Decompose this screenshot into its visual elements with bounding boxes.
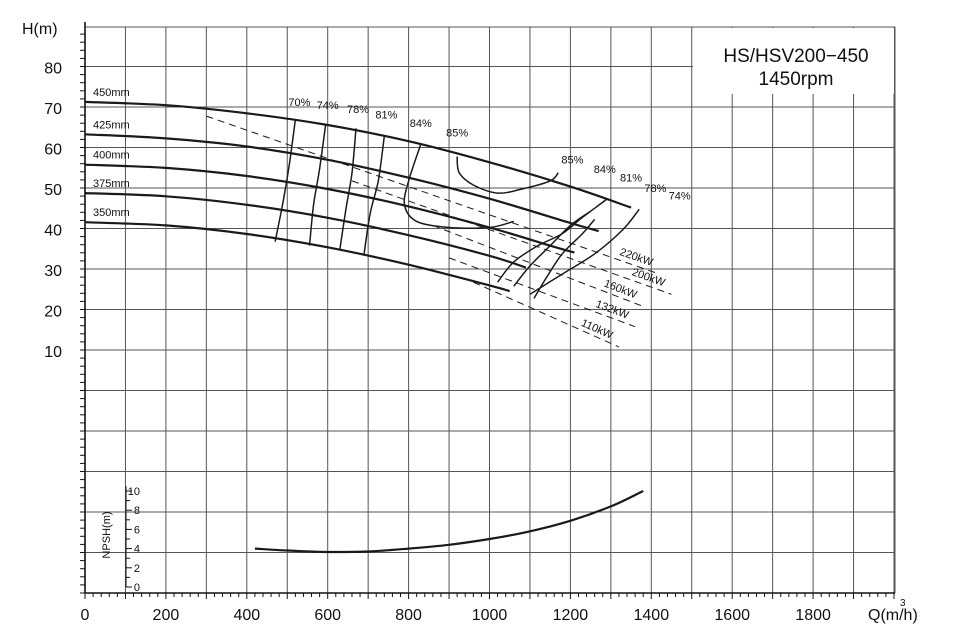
x-tick-label: 1200: [553, 607, 589, 624]
head-curve: [84, 221, 511, 293]
x-tick-label: 600: [314, 607, 341, 624]
efficiency-contour: [529, 208, 640, 295]
y-tick-label: 20: [44, 304, 62, 321]
x-tick-label: 1000: [472, 607, 508, 624]
efficiency-label: 74%: [317, 100, 339, 112]
efficiency-contour: [403, 144, 514, 229]
x-tick-label: 400: [233, 607, 260, 624]
efficiency-contour: [308, 124, 327, 246]
npsh-tick-label: 6: [134, 524, 140, 536]
y-axis-label: H(m): [22, 21, 58, 38]
chart-subtitle: 1450rpm: [759, 69, 834, 90]
power-line: [206, 115, 660, 275]
head-curves: [84, 100, 632, 293]
x-axis-label: Q(m/h): [868, 607, 918, 624]
npsh-tick-label: 10: [128, 486, 140, 498]
efficiency-contour: [274, 120, 297, 242]
axes: [80, 22, 895, 599]
head-curve: [84, 133, 599, 233]
efficiency-contour: [363, 136, 386, 254]
grid: [85, 26, 896, 593]
impeller-diameter-label: 375mm: [93, 178, 130, 190]
impeller-diameter-label: 425mm: [93, 119, 130, 131]
efficiency-label: 81%: [375, 110, 397, 122]
npsh-tick-label: 4: [134, 544, 140, 556]
x-tick-label: 0: [81, 607, 90, 624]
npsh-tick-label: 2: [134, 563, 140, 575]
x-tick-label: 1600: [714, 607, 750, 624]
efficiency-label: 84%: [410, 118, 432, 130]
y-tick-label: 70: [44, 101, 62, 118]
efficiency-label: 70%: [288, 97, 310, 109]
power-line-label: 220kW: [618, 246, 655, 269]
npsh-tick-label: 8: [134, 505, 140, 517]
efficiency-contour: [497, 198, 608, 283]
power-lines: [206, 115, 672, 348]
y-tick-label: 10: [44, 344, 62, 361]
efficiency-label: 78%: [644, 183, 666, 195]
y-tick-label: 40: [44, 223, 62, 240]
efficiency-contour: [533, 218, 596, 299]
x-axis-label-superscript: 3: [900, 598, 906, 609]
power-line-label: 110kW: [579, 317, 615, 342]
impeller-diameter-label: 400mm: [93, 150, 130, 162]
x-tick-label: 200: [153, 607, 180, 624]
efficiency-contour: [339, 128, 357, 250]
title-box: [693, 28, 894, 94]
y-tick-label: 50: [44, 182, 62, 199]
power-line: [432, 224, 644, 307]
npsh-curve: [254, 490, 644, 554]
head-curve: [84, 163, 575, 254]
chart-title: HS/HSV200−450: [723, 46, 868, 67]
efficiency-label: 84%: [594, 164, 616, 176]
npsh-curve-panel: [125, 486, 644, 588]
efficiency-contour: [456, 156, 559, 194]
power-line: [351, 180, 672, 295]
y-tick-label: 80: [44, 61, 62, 78]
impeller-diameter-label: 450mm: [93, 87, 130, 99]
npsh-axis-label: NPSH(m): [101, 511, 113, 558]
y-tick-label: 60: [44, 142, 62, 159]
npsh-tick-label: 0: [134, 582, 140, 594]
efficiency-label: 81%: [620, 173, 642, 185]
efficiency-label: 85%: [561, 154, 583, 166]
power-line: [448, 257, 636, 328]
head-curve: [84, 192, 527, 269]
x-tick-label: 1800: [795, 607, 831, 624]
x-tick-label: 800: [395, 607, 422, 624]
y-tick-label: 30: [44, 263, 62, 280]
efficiency-contours: [274, 120, 640, 299]
efficiency-label: 74%: [669, 191, 691, 203]
efficiency-label: 78%: [347, 104, 369, 116]
efficiency-contour: [513, 210, 592, 287]
head-curve: [84, 100, 632, 209]
impeller-diameter-label: 350mm: [93, 207, 130, 219]
power-line: [473, 281, 620, 348]
power-line-label: 160kW: [602, 278, 639, 302]
x-tick-label: 1400: [634, 607, 670, 624]
efficiency-label: 85%: [446, 127, 468, 139]
